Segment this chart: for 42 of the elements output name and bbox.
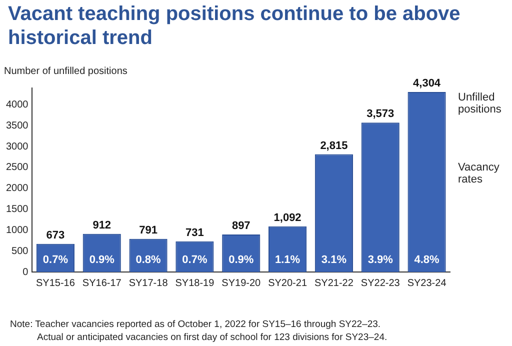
text: Unfilled positions [458,92,502,116]
x-tick-label: SY21-22 [314,278,354,289]
y-tick-label: 2500 [6,162,29,174]
y-tick-label: 0 [22,266,29,278]
annotation: 4.8% [414,254,440,266]
text: Actual or anticipated vacancies on first day of school for 123 divisions for SY23–24. [36,331,388,344]
annotation: 0.8% [136,254,162,266]
data-label: 2,815 [320,140,348,152]
data-label: 731 [186,226,204,239]
data-label: 897 [232,220,250,232]
x-tick-label: SY19-20 [222,278,262,289]
y-tick-label: 3000 [6,141,29,152]
y-tick-label: 4000 [6,99,29,110]
data-label: 3,573 [366,108,394,120]
y-tick-label: 500 [12,246,29,257]
x-tick-label: SY16-17 [82,278,122,289]
x-tick-label: SY15-16 [36,278,76,289]
x-tick-label: SY22-23 [360,278,400,289]
data-label: 1,092 [274,212,302,224]
x-tick-label: SY23-24 [407,278,447,289]
y-axis-title: Number of unfilled positions [4,66,128,77]
data-label: 912 [92,219,112,232]
annotation: 3.1% [321,254,347,266]
annotation: 0.7% [182,254,208,266]
x-tick-label: SY17-18 [128,278,168,289]
data-label: 791 [139,224,158,236]
data-label: 4,304 [413,78,442,90]
y-tick-label: 3500 [6,120,29,132]
y-tick-label: 2000 [6,183,29,194]
annotation: 1.1% [275,254,300,266]
y-tick-label: 1500 [6,204,29,216]
x-tick-label: SY20-21 [268,278,308,289]
text: Vacancy rates [458,162,500,186]
y-tick-label: 1000 [6,224,29,236]
annotation: 0.7% [42,254,68,266]
data-label: 673 [46,229,65,242]
annotation: 0.9% [228,254,254,266]
x-tick-label: SY18-19 [175,278,215,289]
text: Note: Teacher vacancies reported as of October 1, 2022 for SY15–16 through SY22–23. [10,318,382,331]
chart-title: Vacant teaching positions continue to be above historical trend [8,2,462,50]
annotation: 0.9% [89,254,115,266]
annotation: 3.9% [368,254,394,266]
